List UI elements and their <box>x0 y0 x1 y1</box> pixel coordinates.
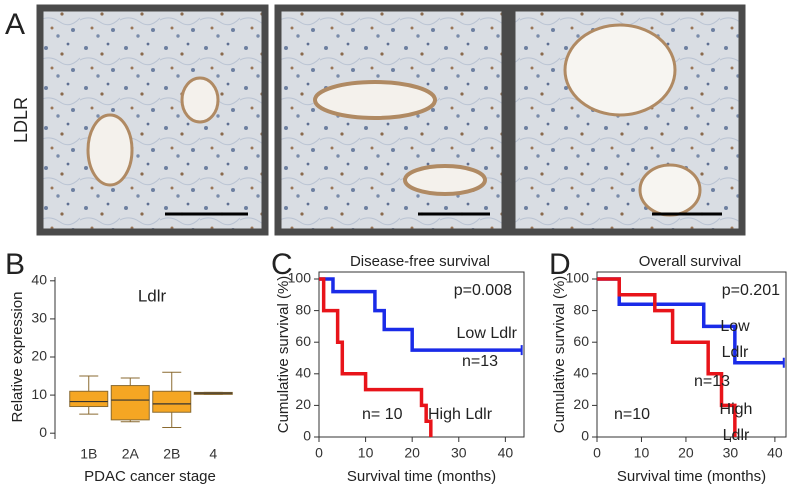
y-tick-label: 10 <box>31 386 47 402</box>
annotation: n=13 <box>462 353 498 370</box>
x-tick-label: 1B <box>80 446 97 462</box>
box <box>110 385 150 421</box>
annotation: High <box>720 401 753 418</box>
x-tick-label: 2B <box>163 446 180 462</box>
x-tick-label: 0 <box>593 445 601 461</box>
x-tick-label: 4 <box>209 446 217 462</box>
gland <box>86 113 134 187</box>
box <box>152 390 192 413</box>
y-tick-label: 80 <box>295 301 311 317</box>
y-tick-label: 20 <box>295 396 311 412</box>
y-tick-label: 60 <box>295 333 311 349</box>
annotation: n=10 <box>614 406 650 423</box>
panel-label: A <box>5 8 25 41</box>
chart-title: Overall survival <box>639 253 742 270</box>
x-tick-label: 10 <box>358 445 374 461</box>
y-axis-label: Cumulative survival (%) <box>551 276 568 434</box>
x-axis-label: PDAC cancer stage <box>84 468 216 485</box>
plot-frame <box>318 271 525 438</box>
annotation: Low Ldlr <box>457 325 518 342</box>
y-axis-label: Cumulative survival (%) <box>275 276 292 434</box>
y-tick-label: 40 <box>295 365 311 381</box>
y-tick-label: 0 <box>581 428 589 444</box>
x-axis-label: Survival time (months) <box>617 468 766 485</box>
x-tick-label: 40 <box>767 445 783 461</box>
x-axis-label: Survival time (months) <box>347 468 496 485</box>
y-tick-label: 60 <box>573 333 589 349</box>
y-tick-label: 40 <box>31 272 47 288</box>
survival-curve <box>597 277 737 437</box>
annotation: n=13 <box>694 373 730 390</box>
y-tick-label: 100 <box>288 270 312 286</box>
row-label: LDLR <box>11 97 31 143</box>
survival-curve <box>319 277 433 437</box>
y-tick-label: 40 <box>573 365 589 381</box>
panel-label: B <box>5 248 25 281</box>
x-tick-label: 20 <box>404 445 420 461</box>
x-tick-label: 0 <box>315 445 323 461</box>
micrograph <box>36 4 269 236</box>
y-tick-label: 30 <box>31 310 47 326</box>
y-tick-label: 80 <box>573 301 589 317</box>
annotation: p=0.008 <box>454 282 512 299</box>
gland <box>563 23 677 117</box>
chart-title: Disease-free survival <box>350 253 490 270</box>
micrographs <box>36 4 746 236</box>
x-tick-label: 40 <box>498 445 514 461</box>
x-tick-label: 30 <box>723 445 739 461</box>
gland <box>638 163 702 217</box>
survival-curve <box>319 277 522 352</box>
x-tick-label: 2A <box>122 446 140 462</box>
y-tick-label: 20 <box>573 396 589 412</box>
y-tick-label: 20 <box>31 348 47 364</box>
micrograph <box>274 4 509 236</box>
annotation: p=0.201 <box>722 282 780 299</box>
panel-label: D <box>549 248 571 281</box>
plot-frame <box>596 271 787 438</box>
gland <box>180 76 220 124</box>
y-tick-label: 100 <box>566 270 590 286</box>
panel-label: C <box>271 248 293 281</box>
y-axis-label: Relative expression <box>9 292 26 423</box>
chart-title: Ldlr <box>138 286 167 305</box>
annotation: Ldlr <box>723 427 750 444</box>
x-tick-label: 10 <box>634 445 650 461</box>
annotation: Ldlr <box>722 344 749 361</box>
annotation: High Ldlr <box>428 406 493 423</box>
gland <box>403 164 487 196</box>
box <box>69 390 109 408</box>
annotation: Low <box>720 318 750 335</box>
x-tick-label: 20 <box>678 445 694 461</box>
annotation: n= 10 <box>362 406 403 423</box>
gland <box>313 80 437 120</box>
x-tick-label: 30 <box>451 445 467 461</box>
y-tick-label: 0 <box>303 428 311 444</box>
y-tick-label: 0 <box>39 424 47 440</box>
